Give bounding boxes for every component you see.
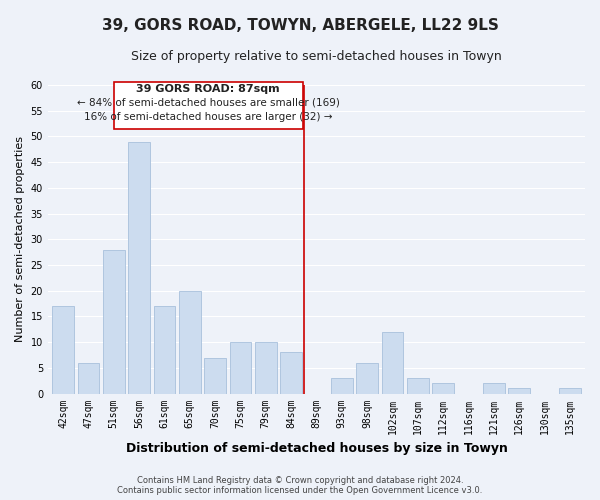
Bar: [382, 332, 403, 394]
Bar: [356, 362, 378, 394]
Text: ← 84% of semi-detached houses are smaller (169): ← 84% of semi-detached houses are smalle…: [77, 98, 340, 108]
FancyBboxPatch shape: [114, 82, 302, 128]
Bar: [77, 362, 99, 394]
Text: 16% of semi-detached houses are larger (32) →: 16% of semi-detached houses are larger (…: [84, 112, 332, 122]
Bar: [179, 290, 200, 394]
Text: Contains HM Land Registry data © Crown copyright and database right 2024.
Contai: Contains HM Land Registry data © Crown c…: [118, 476, 482, 495]
Bar: [280, 352, 302, 394]
Text: 39, GORS ROAD, TOWYN, ABERGELE, LL22 9LS: 39, GORS ROAD, TOWYN, ABERGELE, LL22 9LS: [101, 18, 499, 32]
X-axis label: Distribution of semi-detached houses by size in Towyn: Distribution of semi-detached houses by …: [125, 442, 508, 455]
Bar: [559, 388, 581, 394]
Bar: [52, 306, 74, 394]
Bar: [103, 250, 125, 394]
Bar: [255, 342, 277, 394]
Bar: [508, 388, 530, 394]
Bar: [331, 378, 353, 394]
Bar: [433, 384, 454, 394]
Bar: [154, 306, 175, 394]
Bar: [230, 342, 251, 394]
Bar: [407, 378, 428, 394]
Bar: [205, 358, 226, 394]
Bar: [128, 142, 150, 394]
Y-axis label: Number of semi-detached properties: Number of semi-detached properties: [15, 136, 25, 342]
Text: 39 GORS ROAD: 87sqm: 39 GORS ROAD: 87sqm: [136, 84, 280, 94]
Title: Size of property relative to semi-detached houses in Towyn: Size of property relative to semi-detach…: [131, 50, 502, 63]
Bar: [483, 384, 505, 394]
